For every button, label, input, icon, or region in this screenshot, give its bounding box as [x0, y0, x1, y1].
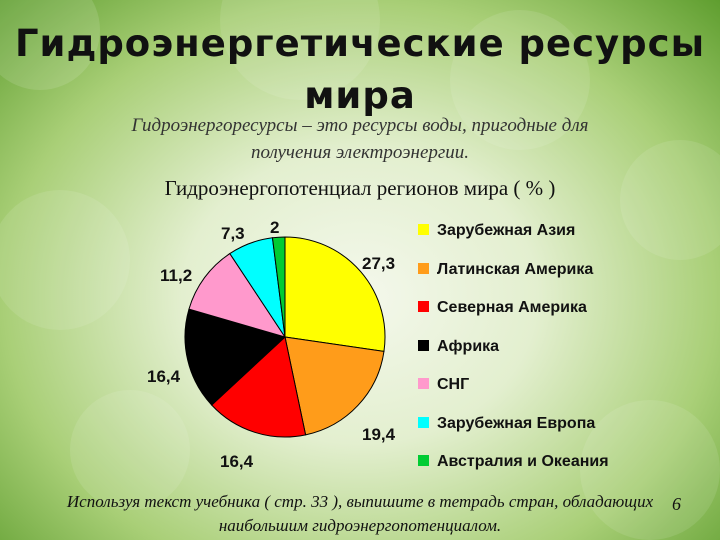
legend-item: СНГ [418, 376, 469, 394]
legend-swatch [418, 416, 429, 428]
legend-label: Зарубежная Азия [437, 222, 576, 239]
pie-data-label: 7,3 [221, 224, 245, 243]
legend-label: Зарубежная Европа [437, 414, 596, 432]
legend-label: Латинская Америка [437, 260, 594, 278]
legend-item: Африка [418, 338, 499, 356]
pie-slice [284, 236, 386, 352]
legend-swatch [418, 301, 429, 312]
pie-data-label: 11,2 [160, 266, 193, 285]
legend-item: Австралия и Океания [418, 453, 609, 471]
legend-item: Латинская Америка [418, 261, 593, 279]
legend-item: Зарубежная Европа [418, 415, 595, 433]
legend-item: Зарубежная Азия [418, 222, 575, 240]
pie-data-label: 16,4 [147, 367, 181, 386]
pie-slice [184, 308, 286, 406]
pie-slice [210, 336, 307, 438]
pie-slice [188, 252, 287, 338]
legend-item: Северная Америка [418, 299, 587, 317]
slide-footer-task: Используя текст учебника ( стр. 33 ), вы… [66, 492, 654, 535]
legend-swatch [418, 262, 429, 274]
legend-label: Австралия и Океания [437, 453, 609, 470]
page-number: 6 [672, 494, 681, 514]
pie-data-label: 16,4 [220, 452, 254, 471]
pie-slice [271, 236, 286, 338]
pie-data-label: 27,3 [362, 254, 396, 273]
legend-label: Северная Америка [437, 299, 587, 316]
legend-label: Африка [437, 337, 500, 355]
pie-data-label: 2 [270, 218, 280, 237]
chart-title: Гидроэнергопотенциал регионов мира ( % ) [164, 176, 556, 200]
pie-data-label: 19,4 [362, 425, 396, 444]
legend-label: СНГ [437, 376, 470, 393]
legend-swatch [418, 378, 429, 389]
pie-slice [284, 336, 385, 436]
slide-subtitle: Гидроэнергоресурсы – это ресурсы воды, п… [131, 115, 589, 163]
slide-title: Гидроэнергетические ресурсы мира [14, 22, 706, 117]
legend-swatch [418, 455, 429, 466]
legend-swatch [418, 339, 429, 351]
legend-swatch [418, 224, 429, 235]
